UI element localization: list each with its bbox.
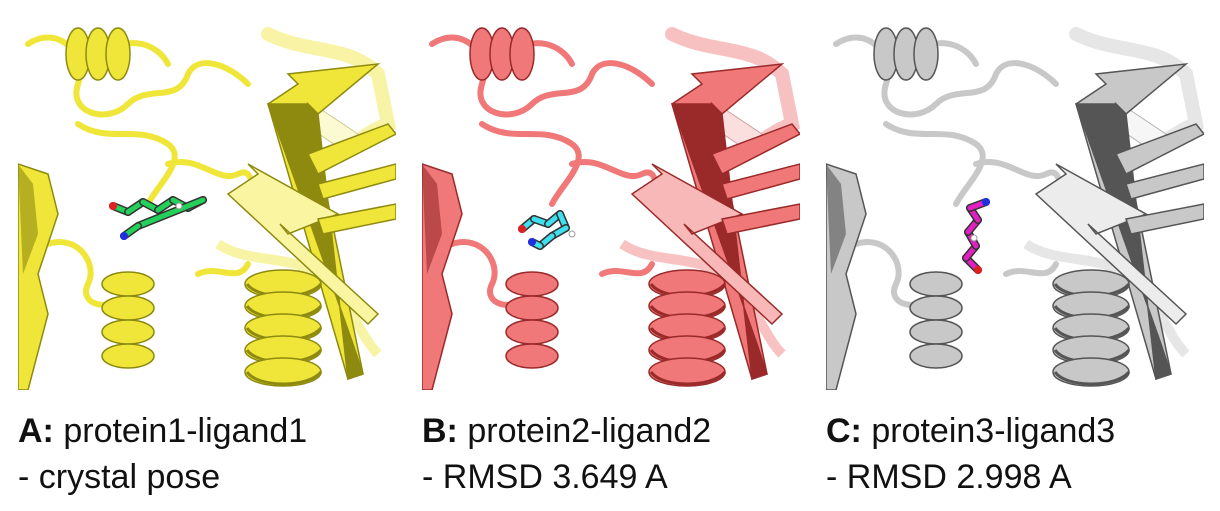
- alpha-helix-top: [469, 27, 535, 81]
- panel-subtitle-b: - RMSD 3.649 A: [422, 458, 668, 496]
- panel-letter-a: A:: [18, 412, 54, 450]
- panel-subtitle-c: - RMSD 2.998 A: [826, 458, 1072, 496]
- caption-c: C: protein3-ligand3 - RMSD 2.998 A: [826, 408, 1206, 500]
- beta-sheets: [226, 62, 396, 381]
- alpha-helix-left: [909, 271, 963, 369]
- ligand-sticks: [518, 210, 576, 250]
- alpha-helix-left: [505, 271, 559, 369]
- alpha-helix: [1052, 269, 1131, 387]
- panel-b: B: protein2-ligand2 - RMSD 3.649 A: [422, 0, 802, 511]
- panel-title-c: protein3-ligand3: [871, 412, 1116, 450]
- panel-letter-b: B:: [422, 412, 458, 450]
- alpha-helix-left: [101, 271, 155, 369]
- ligand-sticks: [962, 198, 990, 274]
- loop-coils: [833, 34, 1079, 308]
- alpha-helix-top: [873, 27, 939, 81]
- beta-sheets: [630, 62, 800, 381]
- protein-render-a: [18, 14, 396, 390]
- beta-sheets: [1034, 62, 1204, 381]
- ligand-sticks: [109, 196, 207, 240]
- molecule-image-a: [18, 27, 396, 390]
- alpha-helix-top: [65, 27, 131, 81]
- alpha-helix: [648, 269, 727, 387]
- molecule-image-c: [826, 27, 1204, 390]
- panel-subtitle-a: - crystal pose: [18, 458, 221, 496]
- molecule-image-b: [422, 27, 800, 390]
- protein-render-b: [422, 14, 800, 390]
- panel-c: C: protein3-ligand3 - RMSD 2.998 A: [826, 0, 1206, 511]
- caption-a: A: protein1-ligand1 - crystal pose: [18, 408, 398, 500]
- caption-b: B: protein2-ligand2 - RMSD 3.649 A: [422, 408, 802, 500]
- panel-a: A: protein1-ligand1 - crystal pose: [18, 0, 398, 511]
- loop-coils: [25, 34, 271, 308]
- alpha-helix: [244, 269, 323, 387]
- panel-letter-c: C:: [826, 412, 862, 450]
- panel-title-a: protein1-ligand1: [63, 412, 308, 450]
- panel-title-b: protein2-ligand2: [467, 412, 712, 450]
- protein-render-c: [826, 14, 1204, 390]
- loop-coils: [429, 34, 675, 308]
